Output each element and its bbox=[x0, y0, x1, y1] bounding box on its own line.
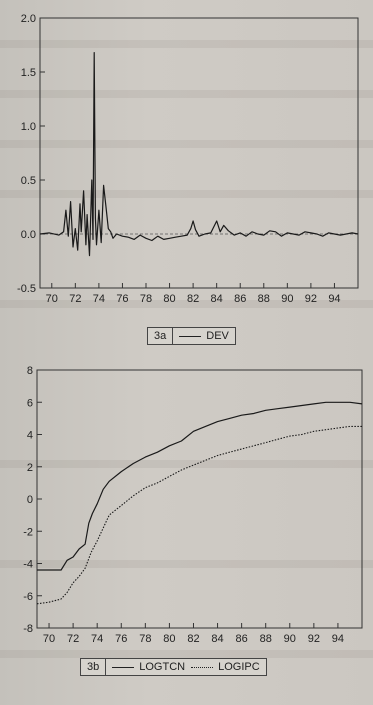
chart-3a: 2.0 1.5 1.0 0.5 0.0 -0.5 70 72 74 76 78 80 82 84 86 88… bbox=[17, 13, 359, 305]
chart-3b-xtick-label: 80 bbox=[163, 633, 175, 645]
chart-3b-xtick-label: 90 bbox=[284, 633, 296, 645]
legend-3a-solid-swatch bbox=[179, 335, 202, 337]
chart-3b-xtick-label: 86 bbox=[236, 633, 248, 645]
chart-3a-ytick-label: 0.5 bbox=[21, 175, 36, 187]
legend-3b-series-1-name: LOGTCN bbox=[139, 661, 186, 673]
chart-3a-ytick-label: -0.5 bbox=[17, 283, 36, 295]
chart-3b-xtick-label: 70 bbox=[43, 633, 55, 645]
chart-3b-frame bbox=[36, 369, 363, 629]
chart-3b-ytick-label: 6 bbox=[27, 397, 33, 409]
chart-3a-frame bbox=[39, 17, 359, 289]
chart-3a-xtick-label: 92 bbox=[305, 293, 317, 305]
legend-3b-series-2-name: LOGIPC bbox=[218, 661, 260, 673]
chart-3a-xtick-label: 94 bbox=[328, 293, 340, 305]
chart-3a-xtick-label: 76 bbox=[116, 293, 128, 305]
chart-3a-ytick-label: 2.0 bbox=[21, 13, 36, 25]
chart-3a-xtick-label: 84 bbox=[211, 293, 223, 305]
chart-3b-xtick-label: 84 bbox=[211, 633, 223, 645]
chart-3b-xtick-label: 88 bbox=[260, 633, 272, 645]
chart-3b-xtick-label: 92 bbox=[308, 633, 320, 645]
legend-3b-solid-swatch bbox=[112, 666, 135, 668]
chart-3b-ytick-label: 0 bbox=[27, 494, 33, 506]
chart-3a-xtick-label: 78 bbox=[140, 293, 152, 305]
chart-3b-xtick-label: 94 bbox=[332, 633, 344, 645]
chart-3a-xtick-label: 88 bbox=[258, 293, 270, 305]
chart-3b-ytick-label: -4 bbox=[23, 559, 33, 571]
chart-3b-series-logtcn-line bbox=[37, 401, 363, 571]
chart-3b-series-logipc-line bbox=[36, 425, 362, 605]
chart-3a-ytick-label: 1.5 bbox=[21, 67, 36, 79]
chart-3b-ytick-label: -2 bbox=[23, 526, 33, 538]
chart-3a-xtick-label: 80 bbox=[163, 293, 175, 305]
chart-3a-xtick-label: 86 bbox=[234, 293, 246, 305]
chart-3a-series-dev-line bbox=[39, 52, 359, 257]
chart-3b-ytick-label: 4 bbox=[27, 430, 33, 442]
legend-3a-tag: 3a bbox=[148, 328, 174, 344]
chart-3a-xtick-label: 70 bbox=[46, 293, 58, 305]
chart-3b-xtick-label: 74 bbox=[91, 633, 103, 645]
chart-3b-xtick-label: 82 bbox=[187, 633, 199, 645]
chart-3b-ytick-label: 2 bbox=[27, 462, 33, 474]
chart-3a-xtick-label: 74 bbox=[93, 293, 105, 305]
chart-3b-xtick-label: 78 bbox=[139, 633, 151, 645]
chart-3a-ytick-label: 0.0 bbox=[21, 229, 36, 241]
chart-3a-xtick-label: 82 bbox=[187, 293, 199, 305]
chart-3b-xtick-label: 72 bbox=[67, 633, 79, 645]
chart-3b-ytick-label: 8 bbox=[27, 365, 33, 377]
chart-3a-ytick-label: 1.0 bbox=[21, 121, 36, 133]
chart-3a-xtick-label: 72 bbox=[69, 293, 81, 305]
legend-3b-dotted-swatch bbox=[191, 666, 214, 668]
legend-3a-series-name: DEV bbox=[206, 330, 229, 342]
legend-3b: 3b LOGTCN LOGIPC bbox=[80, 658, 267, 676]
legend-3a: 3a DEV bbox=[147, 327, 236, 345]
legend-3b-tag: 3b bbox=[81, 659, 107, 675]
chart-3b-ytick-label: -8 bbox=[23, 623, 33, 635]
chart-3a-xtick-label: 90 bbox=[281, 293, 293, 305]
chart-3b-ytick-label: -6 bbox=[23, 591, 33, 603]
chart-3b-xtick-label: 76 bbox=[115, 633, 127, 645]
